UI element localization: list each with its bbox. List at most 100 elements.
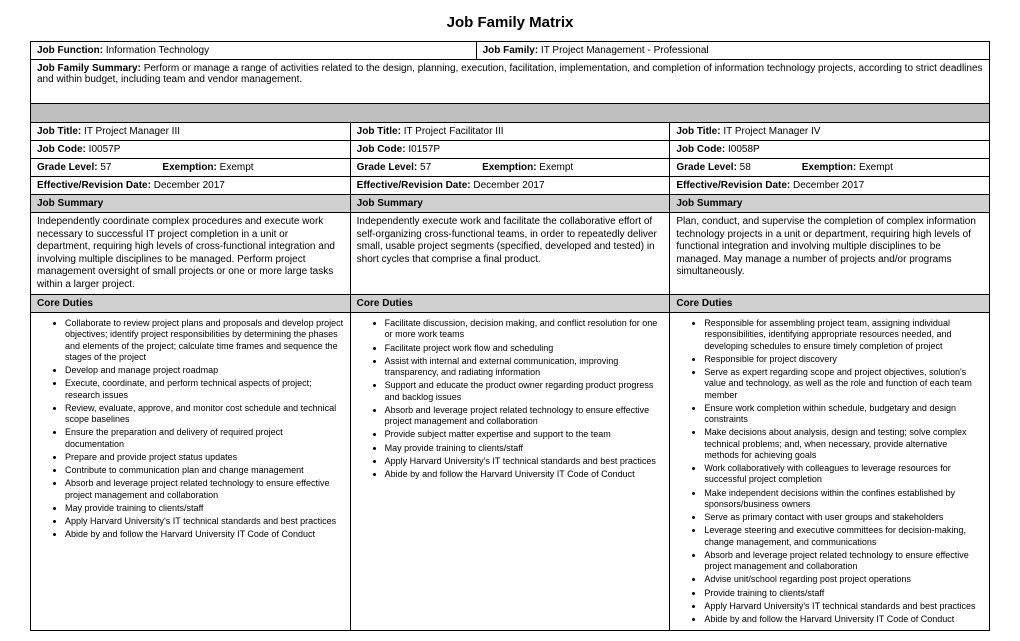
job-code-cell-0: Job Code: I0057P bbox=[31, 141, 351, 159]
exemption-value: Exempt bbox=[537, 162, 574, 173]
duty-item: Responsible for project discovery bbox=[704, 354, 983, 365]
page-title: Job Family Matrix bbox=[30, 14, 990, 31]
grade-level-cell-2: Grade Level: 58 bbox=[670, 159, 796, 177]
duty-item: Review, evaluate, approve, and monitor c… bbox=[65, 403, 344, 426]
job-family-label: Job Family: bbox=[483, 45, 539, 56]
core-duties-body-0: Collaborate to review project plans and … bbox=[31, 313, 351, 631]
job-summary-header-1: Job Summary bbox=[350, 195, 670, 213]
duties-list-2: Responsible for assembling project team,… bbox=[676, 318, 983, 625]
exemption-label: Exemption: bbox=[162, 162, 216, 173]
grade-level-value: 57 bbox=[417, 162, 431, 173]
job-summary-body-0: Independently coordinate complex procedu… bbox=[31, 213, 351, 295]
core-duties-header-2: Core Duties bbox=[670, 295, 990, 313]
job-family-summary-label: Job Family Summary: bbox=[37, 63, 141, 74]
effective-date-cell-2: Effective/Revision Date: December 2017 bbox=[670, 177, 990, 195]
job-function-label: Job Function: bbox=[37, 45, 103, 56]
core-duties-body-2: Responsible for assembling project team,… bbox=[670, 313, 990, 631]
job-code-value: I0058P bbox=[725, 144, 759, 155]
duty-item: Leverage steering and executive committe… bbox=[704, 525, 983, 548]
effective-date-cell-1: Effective/Revision Date: December 2017 bbox=[350, 177, 670, 195]
duty-item: Develop and manage project roadmap bbox=[65, 365, 344, 376]
duty-item: Apply Harvard University's IT technical … bbox=[65, 516, 344, 527]
duty-item: Serve as expert regarding scope and proj… bbox=[704, 367, 983, 401]
job-title-cell-2: Job Title: IT Project Manager IV bbox=[670, 123, 990, 141]
job-function-value: Information Technology bbox=[103, 45, 209, 56]
effective-date-label: Effective/Revision Date: bbox=[37, 180, 151, 191]
duty-item: Make decisions about analysis, design an… bbox=[704, 427, 983, 461]
duty-item: Absorb and leverage project related tech… bbox=[385, 405, 664, 428]
grade-level-label: Grade Level: bbox=[357, 162, 418, 173]
grade-level-cell-0: Grade Level: 57 bbox=[31, 159, 157, 177]
job-title-cell-0: Job Title: IT Project Manager III bbox=[31, 123, 351, 141]
duty-item: Provide subject matter expertise and sup… bbox=[385, 429, 664, 440]
grade-level-value: 58 bbox=[737, 162, 751, 173]
job-title-value: IT Project Manager III bbox=[81, 126, 180, 137]
duty-item: Absorb and leverage project related tech… bbox=[65, 478, 344, 501]
duty-item: Collaborate to review project plans and … bbox=[65, 318, 344, 363]
job-title-value: IT Project Manager IV bbox=[721, 126, 821, 137]
duty-item: Abide by and follow the Harvard Universi… bbox=[704, 614, 983, 625]
effective-date-value: December 2017 bbox=[790, 180, 864, 191]
duty-item: Execute, coordinate, and perform technic… bbox=[65, 378, 344, 401]
duty-item: May provide training to clients/staff bbox=[385, 443, 664, 454]
duty-item: Ensure the preparation and delivery of r… bbox=[65, 427, 344, 450]
duty-item: Absorb and leverage project related tech… bbox=[704, 550, 983, 573]
job-family-summary-value: Perform or manage a range of activities … bbox=[37, 63, 983, 85]
core-duties-header-0: Core Duties bbox=[31, 295, 351, 313]
duty-item: May provide training to clients/staff bbox=[65, 503, 344, 514]
duty-item: Ensure work completion within schedule, … bbox=[704, 403, 983, 426]
effective-date-value: December 2017 bbox=[151, 180, 225, 191]
grade-level-label: Grade Level: bbox=[37, 162, 98, 173]
job-title-label: Job Title: bbox=[676, 126, 720, 137]
duty-item: Facilitate project work flow and schedul… bbox=[385, 343, 664, 354]
duty-item: Make independent decisions within the co… bbox=[704, 488, 983, 511]
duty-item: Apply Harvard University's IT technical … bbox=[704, 601, 983, 612]
exemption-label: Exemption: bbox=[482, 162, 536, 173]
job-summary-header-0: Job Summary bbox=[31, 195, 351, 213]
exemption-value: Exempt bbox=[856, 162, 893, 173]
core-duties-body-1: Facilitate discussion, decision making, … bbox=[350, 313, 670, 631]
duties-list-1: Facilitate discussion, decision making, … bbox=[357, 318, 664, 480]
grade-level-cell-1: Grade Level: 57 bbox=[350, 159, 476, 177]
exemption-cell-2: Exemption: Exempt bbox=[796, 159, 990, 177]
duty-item: Provide training to clients/staff bbox=[704, 588, 983, 599]
duty-item: Apply Harvard University's IT technical … bbox=[385, 456, 664, 467]
effective-date-value: December 2017 bbox=[471, 180, 545, 191]
duty-item: Support and educate the product owner re… bbox=[385, 380, 664, 403]
job-title-label: Job Title: bbox=[357, 126, 401, 137]
duty-item: Responsible for assembling project team,… bbox=[704, 318, 983, 352]
duties-list-0: Collaborate to review project plans and … bbox=[37, 318, 344, 541]
job-code-label: Job Code: bbox=[357, 144, 406, 155]
job-title-cell-1: Job Title: IT Project Facilitator III bbox=[350, 123, 670, 141]
duty-item: Facilitate discussion, decision making, … bbox=[385, 318, 664, 341]
job-summary-header-2: Job Summary bbox=[670, 195, 990, 213]
job-function-cell: Job Function: Information Technology bbox=[31, 42, 477, 60]
matrix-table: Job Function: Information Technology Job… bbox=[30, 41, 990, 631]
job-code-cell-1: Job Code: I0157P bbox=[350, 141, 670, 159]
job-code-cell-2: Job Code: I0058P bbox=[670, 141, 990, 159]
effective-date-label: Effective/Revision Date: bbox=[676, 180, 790, 191]
job-title-value: IT Project Facilitator III bbox=[401, 126, 504, 137]
job-summary-body-1: Independently execute work and facilitat… bbox=[350, 213, 670, 295]
job-code-value: I0157P bbox=[406, 144, 440, 155]
exemption-value: Exempt bbox=[217, 162, 254, 173]
job-family-summary-cell: Job Family Summary: Perform or manage a … bbox=[31, 60, 990, 104]
job-code-label: Job Code: bbox=[676, 144, 725, 155]
duty-item: Advise unit/school regarding post projec… bbox=[704, 574, 983, 585]
effective-date-label: Effective/Revision Date: bbox=[357, 180, 471, 191]
exemption-cell-1: Exemption: Exempt bbox=[476, 159, 670, 177]
duty-item: Abide by and follow the Harvard Universi… bbox=[65, 529, 344, 540]
duty-item: Work collaboratively with colleagues to … bbox=[704, 463, 983, 486]
duty-item: Prepare and provide project status updat… bbox=[65, 452, 344, 463]
job-summary-body-2: Plan, conduct, and supervise the complet… bbox=[670, 213, 990, 295]
job-title-label: Job Title: bbox=[37, 126, 81, 137]
job-family-value: IT Project Management - Professional bbox=[538, 45, 708, 56]
duty-item: Serve as primary contact with user group… bbox=[704, 512, 983, 523]
job-code-label: Job Code: bbox=[37, 144, 86, 155]
job-family-cell: Job Family: IT Project Management - Prof… bbox=[476, 42, 989, 60]
duty-item: Abide by and follow the Harvard Universi… bbox=[385, 469, 664, 480]
core-duties-header-1: Core Duties bbox=[350, 295, 670, 313]
exemption-cell-0: Exemption: Exempt bbox=[156, 159, 350, 177]
grade-level-label: Grade Level: bbox=[676, 162, 737, 173]
exemption-label: Exemption: bbox=[802, 162, 856, 173]
